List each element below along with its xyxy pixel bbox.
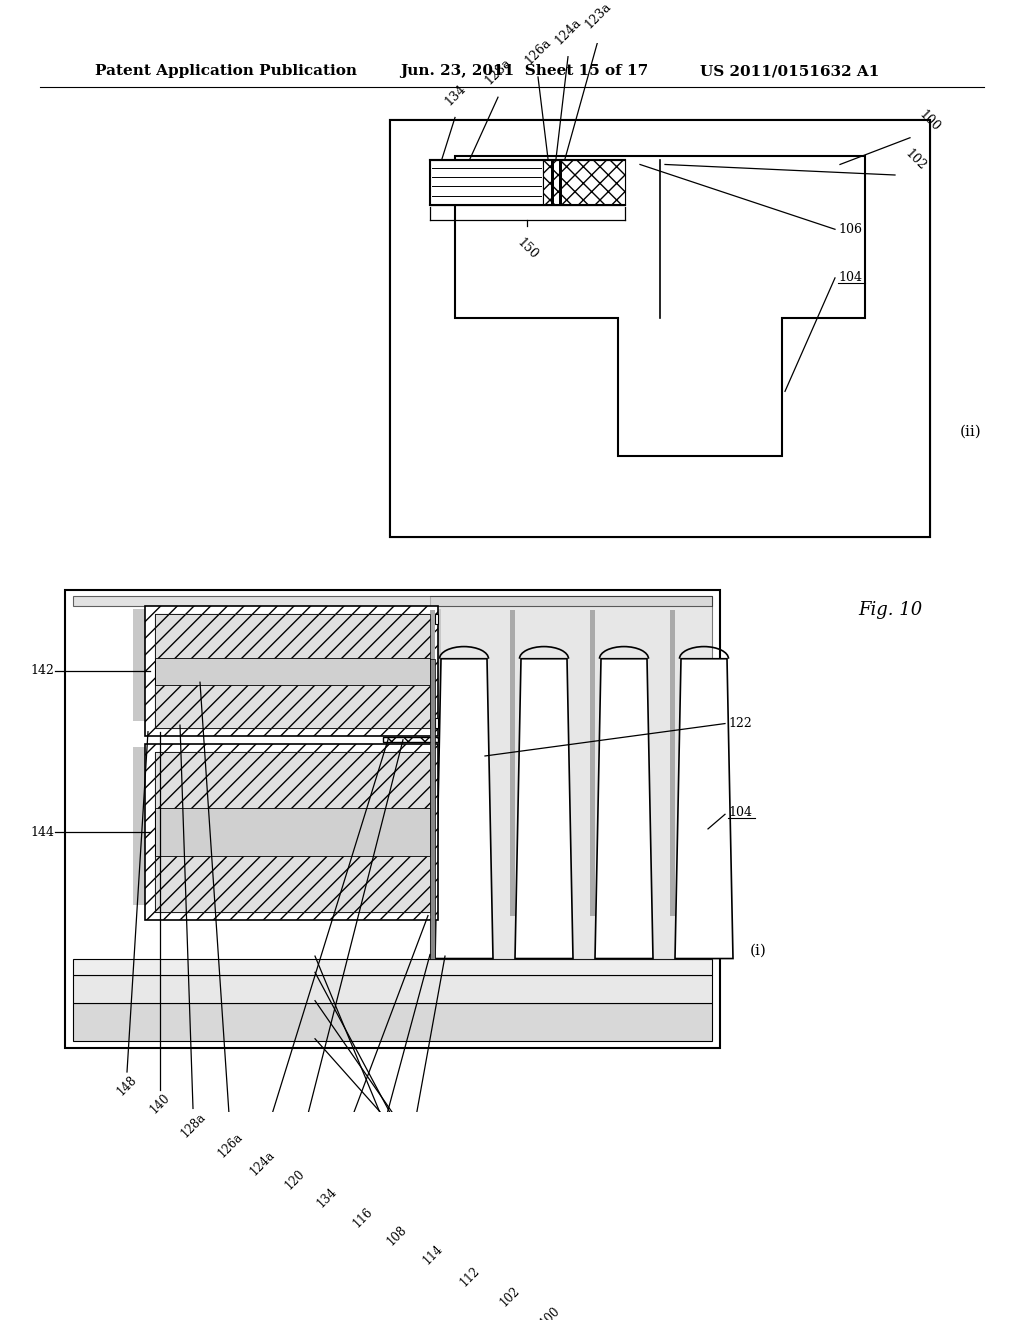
- Bar: [430, 597, 712, 958]
- Bar: [590, 610, 595, 916]
- Bar: [383, 738, 438, 742]
- Bar: [435, 614, 438, 624]
- Bar: [155, 857, 430, 912]
- Bar: [430, 659, 435, 958]
- Text: 140: 140: [147, 1092, 172, 1117]
- Bar: [391, 120, 929, 536]
- Text: 124a: 124a: [247, 1148, 276, 1177]
- Polygon shape: [435, 659, 493, 958]
- Bar: [551, 161, 554, 205]
- Text: 108: 108: [385, 1224, 410, 1249]
- Polygon shape: [595, 659, 653, 958]
- Bar: [559, 161, 562, 205]
- Text: 144: 144: [30, 825, 54, 838]
- Polygon shape: [675, 659, 733, 958]
- Text: 128a: 128a: [178, 1110, 208, 1140]
- Polygon shape: [780, 273, 865, 318]
- Bar: [73, 1003, 712, 1041]
- Text: 150: 150: [514, 236, 540, 261]
- Bar: [430, 610, 435, 916]
- Polygon shape: [455, 156, 865, 457]
- Polygon shape: [455, 273, 620, 318]
- Bar: [155, 657, 430, 685]
- Polygon shape: [515, 659, 573, 958]
- Text: 116: 116: [350, 1205, 376, 1230]
- Bar: [543, 161, 625, 205]
- Text: 142: 142: [30, 664, 54, 677]
- Bar: [155, 808, 430, 857]
- Text: 102: 102: [902, 147, 928, 173]
- Text: 123a: 123a: [583, 0, 613, 30]
- Bar: [145, 743, 438, 920]
- Text: 124a: 124a: [552, 16, 584, 48]
- Bar: [155, 685, 430, 727]
- Bar: [155, 614, 430, 657]
- Bar: [430, 161, 625, 205]
- Bar: [435, 718, 438, 727]
- Text: Jun. 23, 2011  Sheet 15 of 17: Jun. 23, 2011 Sheet 15 of 17: [400, 65, 648, 78]
- Text: 148: 148: [115, 1073, 139, 1098]
- Text: 112: 112: [458, 1265, 482, 1288]
- Bar: [73, 974, 712, 1003]
- Text: 122: 122: [728, 717, 752, 730]
- Bar: [155, 752, 430, 808]
- Bar: [390, 120, 930, 537]
- Bar: [65, 590, 720, 1048]
- Bar: [510, 610, 515, 916]
- Text: US 2011/0151632 A1: US 2011/0151632 A1: [700, 65, 880, 78]
- Text: 126a: 126a: [522, 36, 554, 67]
- Bar: [133, 747, 441, 906]
- Bar: [73, 597, 712, 606]
- Bar: [455, 156, 865, 318]
- Text: 100: 100: [916, 108, 942, 135]
- Text: 134: 134: [314, 1185, 340, 1210]
- Bar: [145, 606, 438, 735]
- Text: 104: 104: [728, 807, 752, 820]
- Text: 104: 104: [838, 272, 862, 284]
- Text: 120: 120: [283, 1167, 307, 1192]
- Text: 100: 100: [538, 1304, 562, 1320]
- Text: 114: 114: [421, 1242, 445, 1267]
- Text: 126a: 126a: [215, 1130, 245, 1160]
- Bar: [390, 120, 930, 537]
- Text: Patent Application Publication: Patent Application Publication: [95, 65, 357, 78]
- Text: Fig. 10: Fig. 10: [858, 601, 923, 619]
- Text: 106: 106: [838, 223, 862, 236]
- Bar: [73, 958, 712, 974]
- Text: 128a: 128a: [482, 57, 514, 87]
- Text: 102: 102: [498, 1284, 522, 1309]
- Bar: [670, 610, 675, 916]
- Bar: [430, 161, 543, 205]
- Bar: [133, 610, 441, 721]
- Text: (i): (i): [750, 944, 767, 957]
- Text: 134: 134: [442, 82, 468, 108]
- Bar: [155, 752, 430, 912]
- Text: (ii): (ii): [961, 425, 982, 438]
- Bar: [155, 614, 430, 727]
